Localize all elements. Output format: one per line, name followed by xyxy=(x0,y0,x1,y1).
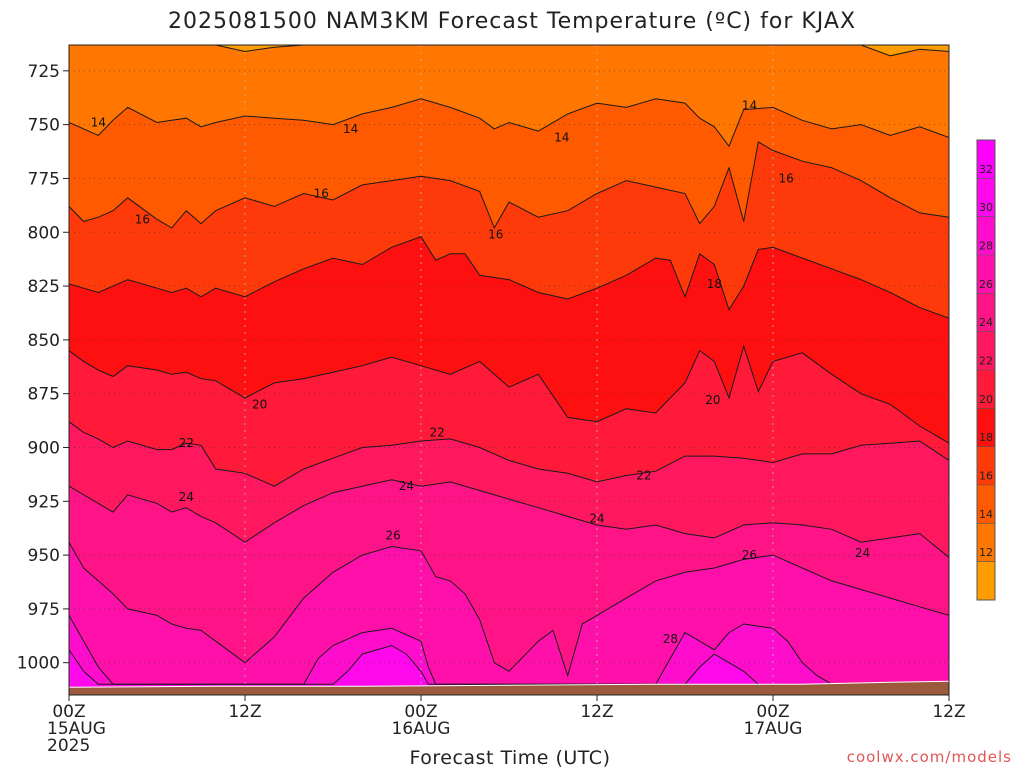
x-tick-label: 12Z xyxy=(228,702,261,722)
colorbar-swatch xyxy=(977,523,995,562)
colorbar-label: 24 xyxy=(979,316,993,329)
colorbar-label: 22 xyxy=(979,354,993,367)
isotherm-label: 26 xyxy=(742,548,757,562)
colorbar-swatch xyxy=(977,216,995,255)
isotherm-labels: 14 14 14 14 16 16 16 16 18 20 20 22 22 22 24 24 24 24 26 26… xyxy=(91,98,870,646)
isotherm-label: 24 xyxy=(855,546,870,560)
colorbar-label: 30 xyxy=(979,201,993,214)
isotherm-label: 16 xyxy=(488,227,503,241)
isotherm-16 xyxy=(69,141,949,230)
colorbar-swatch xyxy=(977,331,995,370)
colorbar-label: 32 xyxy=(979,163,993,176)
colorbar-swatch xyxy=(977,255,995,294)
colorbar-label: 14 xyxy=(979,508,993,521)
isotherm-label: 22 xyxy=(429,425,444,439)
isotherm-label: 28 xyxy=(663,632,678,646)
y-tick-label: 750 xyxy=(28,116,60,136)
y-tick-label: 725 xyxy=(28,62,60,82)
x-tick-label: 00Z xyxy=(52,702,85,722)
gridlines xyxy=(69,45,949,695)
temperature-fill-bands xyxy=(69,45,949,695)
isotherm-label: 14 xyxy=(91,115,106,129)
y-axis-ticks: 725 750 775 800 825 850 875 900 925 950 975 1000 xyxy=(17,62,69,674)
isotherm-18 xyxy=(69,235,949,319)
isotherm-14 xyxy=(69,98,949,148)
isotherm-label: 20 xyxy=(252,397,267,411)
y-tick-label: 825 xyxy=(28,277,60,297)
y-tick-label: 950 xyxy=(28,546,60,566)
colorbar-label: 16 xyxy=(979,469,993,482)
colorbar-swatch xyxy=(977,561,995,600)
plot-area: 14 14 14 14 16 16 16 16 18 20 20 22 22 22 24 24 24 24 26 26… xyxy=(69,45,949,695)
isotherm-label: 16 xyxy=(779,171,794,185)
isotherm-label: 16 xyxy=(135,212,150,226)
y-tick-label: 850 xyxy=(28,331,60,351)
x-tick-label: 17AUG xyxy=(744,719,803,739)
isotherm-label: 22 xyxy=(179,436,194,450)
color-bar: 12 14 16 18 20 22 24 26 28 30 32 xyxy=(976,139,996,601)
isotherm-26 xyxy=(69,541,949,678)
x-tick-label: 16AUG xyxy=(392,719,451,739)
y-tick-label: 1000 xyxy=(17,654,60,674)
isotherm-label: 14 xyxy=(742,98,757,112)
x-tick-label: 00Z xyxy=(756,702,789,722)
x-tick-label: 2025 xyxy=(47,736,90,756)
colorbar-label: 12 xyxy=(979,546,993,559)
colorbar-label: 20 xyxy=(979,393,993,406)
y-tick-label: 800 xyxy=(28,223,60,243)
isotherm-label: 14 xyxy=(554,131,569,145)
colorbar-label: 18 xyxy=(979,431,993,444)
plot-frame xyxy=(68,44,950,696)
isotherm-label: 18 xyxy=(707,277,722,291)
x-tick-label: 00Z xyxy=(404,702,437,722)
colorbar-swatch xyxy=(977,293,995,332)
colorbar-swatch xyxy=(977,140,995,179)
y-tick-label: 925 xyxy=(28,492,60,512)
x-axis-label: Forecast Time (UTC) xyxy=(410,747,611,768)
isotherm-22 xyxy=(69,421,949,487)
x-tick-label: 15AUG xyxy=(47,719,106,739)
isotherm-label: 14 xyxy=(343,122,358,136)
isotherm-label: 24 xyxy=(399,479,414,493)
colorbar-swatch xyxy=(977,446,995,485)
credit-text: coolwx.com/models xyxy=(847,748,1012,766)
x-tick-label: 12Z xyxy=(932,702,965,722)
isotherm-label: 16 xyxy=(314,187,329,201)
y-tick-label: 975 xyxy=(28,600,60,620)
y-tick-label: 900 xyxy=(28,438,60,458)
isotherm-label: 24 xyxy=(179,490,194,504)
ground-surface xyxy=(69,680,949,695)
colorbar-label: 28 xyxy=(979,239,993,252)
isotherm-label: 20 xyxy=(705,393,720,407)
x-tick-label: 12Z xyxy=(580,702,613,722)
isotherm-20 xyxy=(69,344,949,444)
colorbar-label: 26 xyxy=(979,278,993,291)
isotherm-label: 24 xyxy=(589,512,604,526)
y-tick-label: 875 xyxy=(28,385,60,405)
fill-band-32 xyxy=(69,645,759,695)
y-tick-label: 775 xyxy=(28,169,60,189)
isotherm-label: 26 xyxy=(385,529,400,543)
colorbar-swatch xyxy=(977,485,995,524)
colorbar-swatch xyxy=(977,370,995,409)
colorbar-swatch xyxy=(977,408,995,447)
isotherm-lines xyxy=(69,45,949,685)
isotherm-label: 22 xyxy=(636,468,651,482)
chart-title: 2025081500 NAM3KM Forecast Temperature (… xyxy=(168,9,856,34)
ground-polygon xyxy=(69,680,949,695)
isotherm-24 xyxy=(69,479,949,558)
isotherm-30 xyxy=(69,644,759,685)
colorbar-swatch xyxy=(977,178,995,217)
